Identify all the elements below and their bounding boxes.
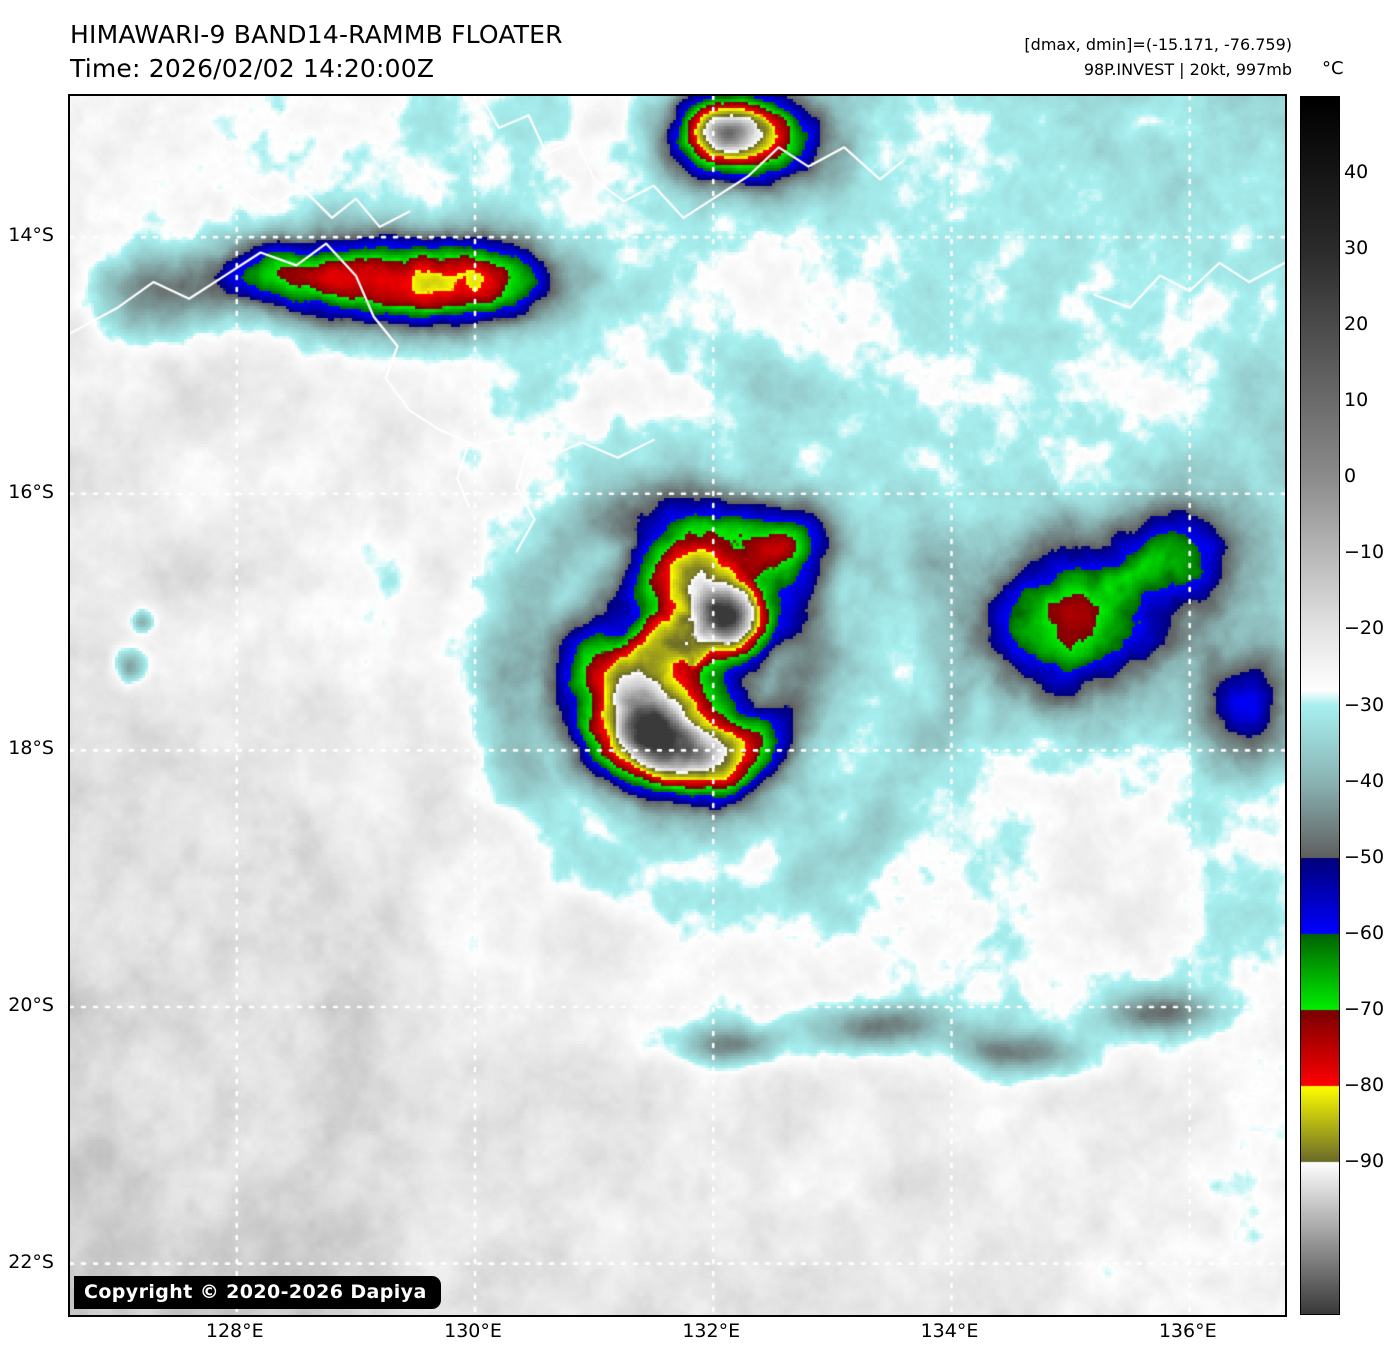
colorbar-tick-label: −10 [1344,541,1385,564]
colorbar-unit-label: °C [1322,58,1344,79]
colorbar-tick-label: −70 [1344,997,1385,1020]
longitude-tick-label: 130°E [444,1320,502,1342]
latitude-axis: 14°S 16°S 18°S 20°S 22°S [0,94,62,1313]
colorbar-tick-label: −60 [1344,921,1385,944]
satellite-imagery-canvas [70,96,1285,1315]
storm-intensity-text: 98P.INVEST | 20kt, 997mb [1083,60,1292,79]
colorbar-tick-label: 40 [1344,161,1369,184]
longitude-tick-label: 132°E [682,1320,741,1342]
latitude-tick-label: 14°S [8,224,54,247]
satellite-image-plot[interactable]: Copyright © 2020-2026 Dapiya [68,94,1287,1317]
latitude-tick-label: 16°S [8,480,54,503]
metadata-block: [dmax, dmin]=(-15.171, -76.759) 98P.INVE… [1024,32,1292,82]
colorbar-gradient-canvas [1301,97,1339,1314]
colorbar-tick-label: −20 [1344,617,1385,640]
colorbar-tick-labels: 40 30 20 10 0 −10 −20 −30 −40 −50 −60 −70 −80 −90 [1344,96,1388,1313]
longitude-tick-label: 134°E [920,1320,979,1342]
latitude-tick-label: 18°S [8,737,54,760]
longitude-tick-label: 136°E [1158,1320,1217,1342]
data-range-text: [dmax, dmin]=(-15.171, -76.759) [1024,35,1292,54]
colorbar-tick-label: 20 [1344,313,1369,336]
page-title: HIMAWARI-9 BAND14-RAMMB FLOATER Time: 20… [70,18,563,86]
colorbar-tick-label: 30 [1344,237,1369,260]
colorbar-tick-label: 0 [1344,465,1357,488]
colorbar-tick-label: −90 [1344,1149,1385,1172]
temperature-colorbar[interactable] [1300,96,1340,1315]
title-instrument: HIMAWARI-9 BAND14-RAMMB FLOATER [70,20,563,49]
colorbar-tick-label: −30 [1344,693,1385,716]
title-timestamp: Time: 2026/02/02 14:20:00Z [70,54,435,83]
latitude-tick-label: 20°S [8,994,54,1017]
copyright-banner: Copyright © 2020-2026 Dapiya [74,1276,441,1309]
longitude-tick-label: 128°E [205,1320,264,1342]
colorbar-tick-label: −80 [1344,1073,1385,1096]
colorbar-tick-label: −40 [1344,769,1385,792]
longitude-axis: 128°E 130°E 132°E 134°E 136°E [68,1320,1287,1354]
colorbar-tick-label: −50 [1344,845,1385,868]
colorbar-tick-label: 10 [1344,389,1369,412]
latitude-tick-label: 22°S [8,1250,54,1273]
